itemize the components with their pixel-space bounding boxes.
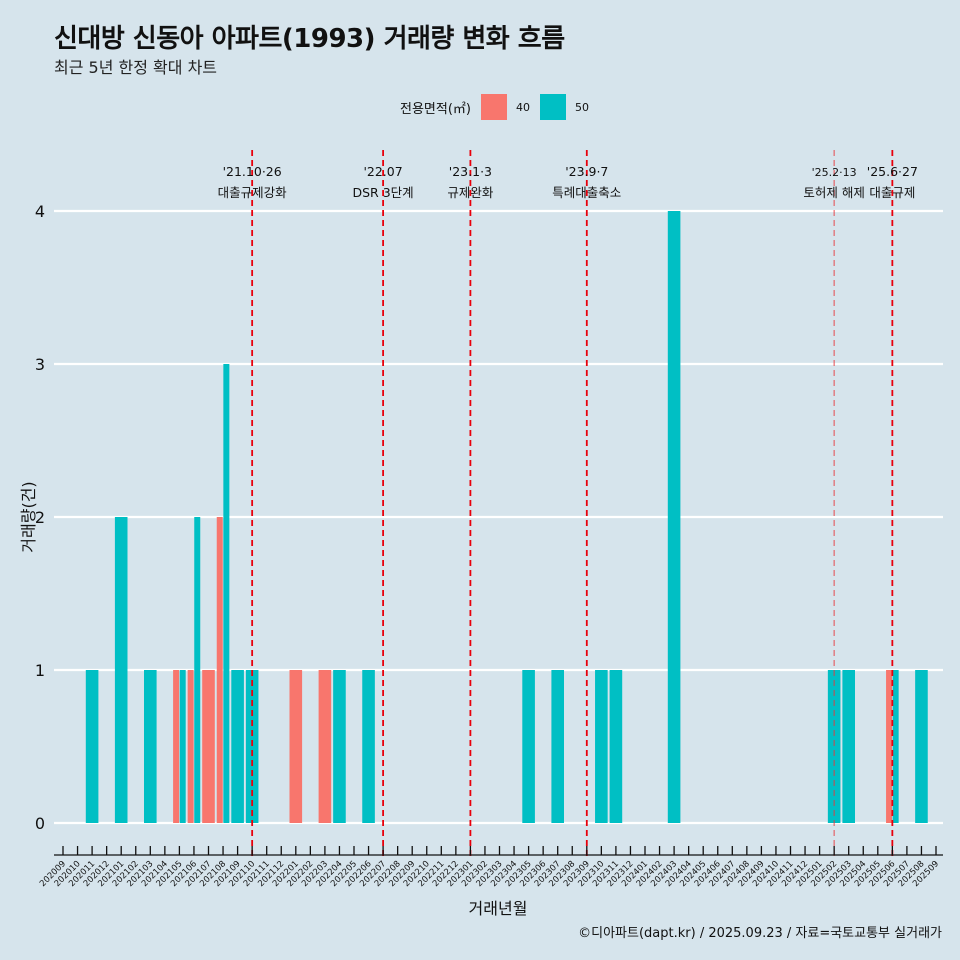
- bar-50-202011: [85, 670, 99, 823]
- legend-label-50: 50: [574, 100, 589, 114]
- annotation-date: '21.10·26: [223, 164, 282, 179]
- annotation-text: 대출규제강화: [218, 185, 288, 200]
- legend-label-40: 40: [515, 100, 530, 114]
- annotation-text: 규제완화: [447, 185, 494, 200]
- legend-title: 전용면적(㎡): [400, 101, 471, 117]
- annotation-lines: [251, 150, 894, 860]
- bar-50-202105: [179, 670, 186, 823]
- bar-50-202310: [595, 670, 608, 823]
- bar-40-202506: [886, 670, 893, 823]
- annotation-date: '23.1·3: [449, 164, 492, 179]
- bar-50-202204: [333, 670, 346, 823]
- y-tick-label: 2: [35, 508, 45, 527]
- bar-50-202101: [114, 517, 128, 823]
- bar-40-202106: [187, 670, 194, 823]
- annotation-date: '25.6·27: [867, 164, 918, 179]
- bar-40-202107: [202, 670, 215, 823]
- legend: 전용면적(㎡) 40 50: [400, 94, 599, 120]
- bar-50-202103: [144, 670, 157, 823]
- annotations: '21.10·26 대출규제강화 '22.07 DSR 3단계 '23.1·3 규제완화 '…: [218, 164, 918, 200]
- source-caption: ©디아파트(dapt.kr) / 2025.09.23 / 자료=국토교통부 실…: [578, 926, 942, 941]
- bar-50-202206: [362, 670, 375, 823]
- bar-50-202106: [194, 517, 201, 823]
- annotation-text: 토허제 해제: [803, 185, 864, 200]
- bar-40-202201: [289, 670, 303, 823]
- gridlines: [54, 209, 943, 825]
- annotation-date: '23.9·7: [565, 164, 608, 179]
- bar-50-202307: [551, 670, 564, 823]
- bar-50-202311: [609, 670, 623, 823]
- bar-40-202105: [173, 670, 180, 823]
- x-axis: 2020092020102020112020122021012021022021…: [38, 846, 943, 889]
- chart-subtitle: 최근 5년 한정 확대 차트: [54, 58, 218, 77]
- annotation-date: '22.07: [363, 164, 402, 179]
- bar-50-202506: [892, 670, 899, 823]
- bar-50-202503: [842, 670, 855, 823]
- y-tick-label: 3: [35, 355, 45, 374]
- bar-40-202108: [216, 517, 223, 823]
- bar-50-202109: [231, 670, 244, 823]
- y-tick-label: 4: [35, 202, 45, 221]
- y-tick-label: 0: [35, 814, 45, 833]
- legend-swatch-40: [480, 94, 507, 120]
- y-axis-title: 거래량(건): [19, 481, 38, 552]
- annotation-text: 특례대출축소: [552, 185, 621, 200]
- annotation-text: DSR 3단계: [353, 185, 414, 200]
- bar-50-202502: [827, 670, 841, 823]
- legend-swatch-50: [539, 94, 566, 120]
- bars: [85, 211, 928, 823]
- annotation-date: '25.2·13: [812, 166, 857, 179]
- bar-40-202203: [318, 670, 332, 823]
- y-axis: 0 1 2 3 4: [35, 202, 45, 833]
- bar-50-202403: [667, 211, 681, 823]
- bar-50-202305: [522, 670, 535, 823]
- x-axis-title: 거래년월: [469, 899, 528, 918]
- bar-50-202110: [245, 670, 259, 823]
- bar-50-202508: [915, 670, 928, 823]
- y-tick-label: 1: [35, 661, 45, 680]
- bar-50-202108: [223, 364, 230, 823]
- annotation-text: 대출규제: [869, 185, 915, 200]
- chart-title: 신대방 신동아 아파트(1993) 거래량 변화 흐름: [54, 24, 565, 54]
